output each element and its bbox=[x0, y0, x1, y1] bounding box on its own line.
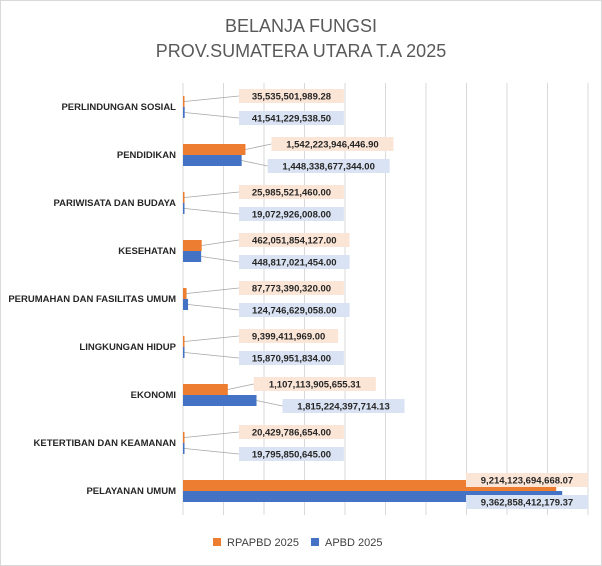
bar-rpapbd bbox=[183, 240, 202, 251]
bar-apbd bbox=[183, 299, 189, 310]
leader-line bbox=[241, 160, 268, 167]
bars bbox=[183, 96, 563, 502]
data-label-box bbox=[239, 207, 344, 221]
category-label: PERUMAHAN DAN FASILITAS UMUM bbox=[8, 294, 176, 305]
data-labels: 35,535,501,989.28 41,541,229,538.50 1,542,… bbox=[239, 89, 588, 509]
category-label: LINGKUNGAN HIDUP bbox=[79, 342, 176, 353]
leader-line bbox=[245, 143, 272, 150]
data-label-box bbox=[282, 399, 405, 413]
data-label-box bbox=[239, 329, 339, 343]
leader-line bbox=[186, 287, 240, 294]
category-label: PENDIDIKAN bbox=[117, 150, 176, 161]
bar-rpapbd bbox=[183, 336, 185, 347]
legend-swatch-rpapbd bbox=[213, 538, 221, 546]
data-label-box bbox=[239, 233, 350, 247]
data-label-box bbox=[239, 185, 344, 199]
leader-line bbox=[184, 352, 240, 359]
data-label-rpapbd: 20,429,786,654.00 bbox=[252, 428, 331, 439]
leader-line bbox=[184, 335, 240, 342]
data-label-box bbox=[239, 447, 344, 461]
bar-apbd bbox=[183, 443, 185, 454]
bar-apbd bbox=[183, 107, 185, 118]
legend-swatch-apbd bbox=[311, 538, 319, 546]
data-label-rpapbd: 87,773,390,320.00 bbox=[252, 284, 331, 295]
data-label-apbd: 9,362,858,412,179.37 bbox=[481, 498, 573, 509]
category-label: PERLINDUNGAN SOSIAL bbox=[61, 102, 176, 113]
leader-line bbox=[188, 304, 240, 311]
data-label-apbd: 124,746,629,058.00 bbox=[252, 306, 337, 317]
bar-apbd bbox=[183, 155, 242, 166]
category-label: PELAYANAN UMUM bbox=[86, 486, 176, 497]
bar-rpapbd bbox=[183, 480, 557, 491]
bar-rpapbd bbox=[183, 384, 228, 395]
data-label-box bbox=[466, 473, 588, 487]
legend-label-apbd: APBD 2025 bbox=[325, 537, 382, 549]
data-label-apbd: 41,541,229,538.50 bbox=[252, 114, 331, 125]
bar-apbd bbox=[183, 395, 257, 406]
data-label-box bbox=[253, 377, 376, 391]
data-label-box bbox=[239, 111, 344, 125]
leader-line bbox=[184, 208, 240, 215]
leader-line bbox=[201, 256, 240, 263]
data-label-apbd: 19,795,850,645.00 bbox=[252, 450, 331, 461]
leader-line bbox=[256, 400, 283, 407]
data-label-rpapbd: 25,985,521,460.00 bbox=[252, 188, 331, 199]
bar-apbd bbox=[183, 203, 185, 214]
category-labels: PERLINDUNGAN SOSIAL PENDIDIKAN PARIWISATA … bbox=[8, 102, 176, 497]
leader-line bbox=[201, 239, 240, 246]
data-label-apbd: 1,448,338,677,344.00 bbox=[282, 162, 374, 173]
bar-rpapbd bbox=[183, 96, 185, 107]
leader-lines bbox=[184, 95, 283, 455]
leader-line bbox=[184, 431, 240, 438]
chart-title-line-2: PROV.SUMATERA UTARA T.A 2025 bbox=[156, 41, 446, 61]
bar-rpapbd bbox=[183, 288, 187, 299]
leader-line bbox=[184, 191, 240, 198]
bar-apbd bbox=[183, 251, 202, 262]
data-label-box bbox=[239, 303, 350, 317]
leader-line bbox=[184, 95, 240, 102]
data-label-box bbox=[239, 281, 344, 295]
data-label-box bbox=[466, 495, 588, 509]
legend-label-rpapbd: RPAPBD 2025 bbox=[227, 537, 299, 549]
chart-title-line-1: BELANJA FUNGSI bbox=[225, 16, 377, 36]
data-label-apbd: 1,815,224,397,714.13 bbox=[297, 402, 389, 413]
data-label-box bbox=[239, 425, 344, 439]
data-label-box bbox=[239, 255, 350, 269]
data-label-rpapbd: 1,107,113,905,655.31 bbox=[269, 380, 362, 391]
data-label-rpapbd: 1,542,223,946,446.90 bbox=[286, 140, 378, 151]
bar-apbd bbox=[183, 347, 185, 358]
category-label: EKONOMI bbox=[131, 390, 176, 401]
category-label: KETERTIBAN DAN KEAMANAN bbox=[34, 438, 177, 449]
data-label-box bbox=[239, 89, 344, 103]
data-label-box bbox=[271, 137, 394, 151]
leader-line bbox=[184, 112, 240, 119]
data-label-rpapbd: 35,535,501,989.28 bbox=[252, 92, 331, 103]
bar-rpapbd bbox=[183, 432, 185, 443]
category-label: PARIWISATA DAN BUDAYA bbox=[54, 198, 177, 209]
data-label-box bbox=[267, 159, 390, 173]
leader-line bbox=[184, 448, 240, 455]
data-label-apbd: 448,817,021,454.00 bbox=[252, 258, 337, 269]
category-label: KESEHATAN bbox=[118, 246, 176, 257]
data-label-apbd: 19,072,926,008.00 bbox=[252, 210, 331, 221]
data-label-rpapbd: 462,051,854,127.00 bbox=[252, 236, 337, 247]
data-label-rpapbd: 9,214,123,694,668.07 bbox=[481, 476, 573, 487]
data-label-apbd: 15,870,951,834.00 bbox=[252, 354, 331, 365]
data-label-box bbox=[239, 351, 344, 365]
bar-rpapbd bbox=[183, 192, 185, 203]
bar-apbd bbox=[183, 491, 563, 502]
data-label-rpapbd: 9,399,411,969.00 bbox=[252, 332, 325, 343]
leader-line bbox=[227, 383, 254, 390]
bar-rpapbd bbox=[183, 144, 246, 155]
legend: RPAPBD 2025 APBD 2025 bbox=[213, 537, 382, 549]
